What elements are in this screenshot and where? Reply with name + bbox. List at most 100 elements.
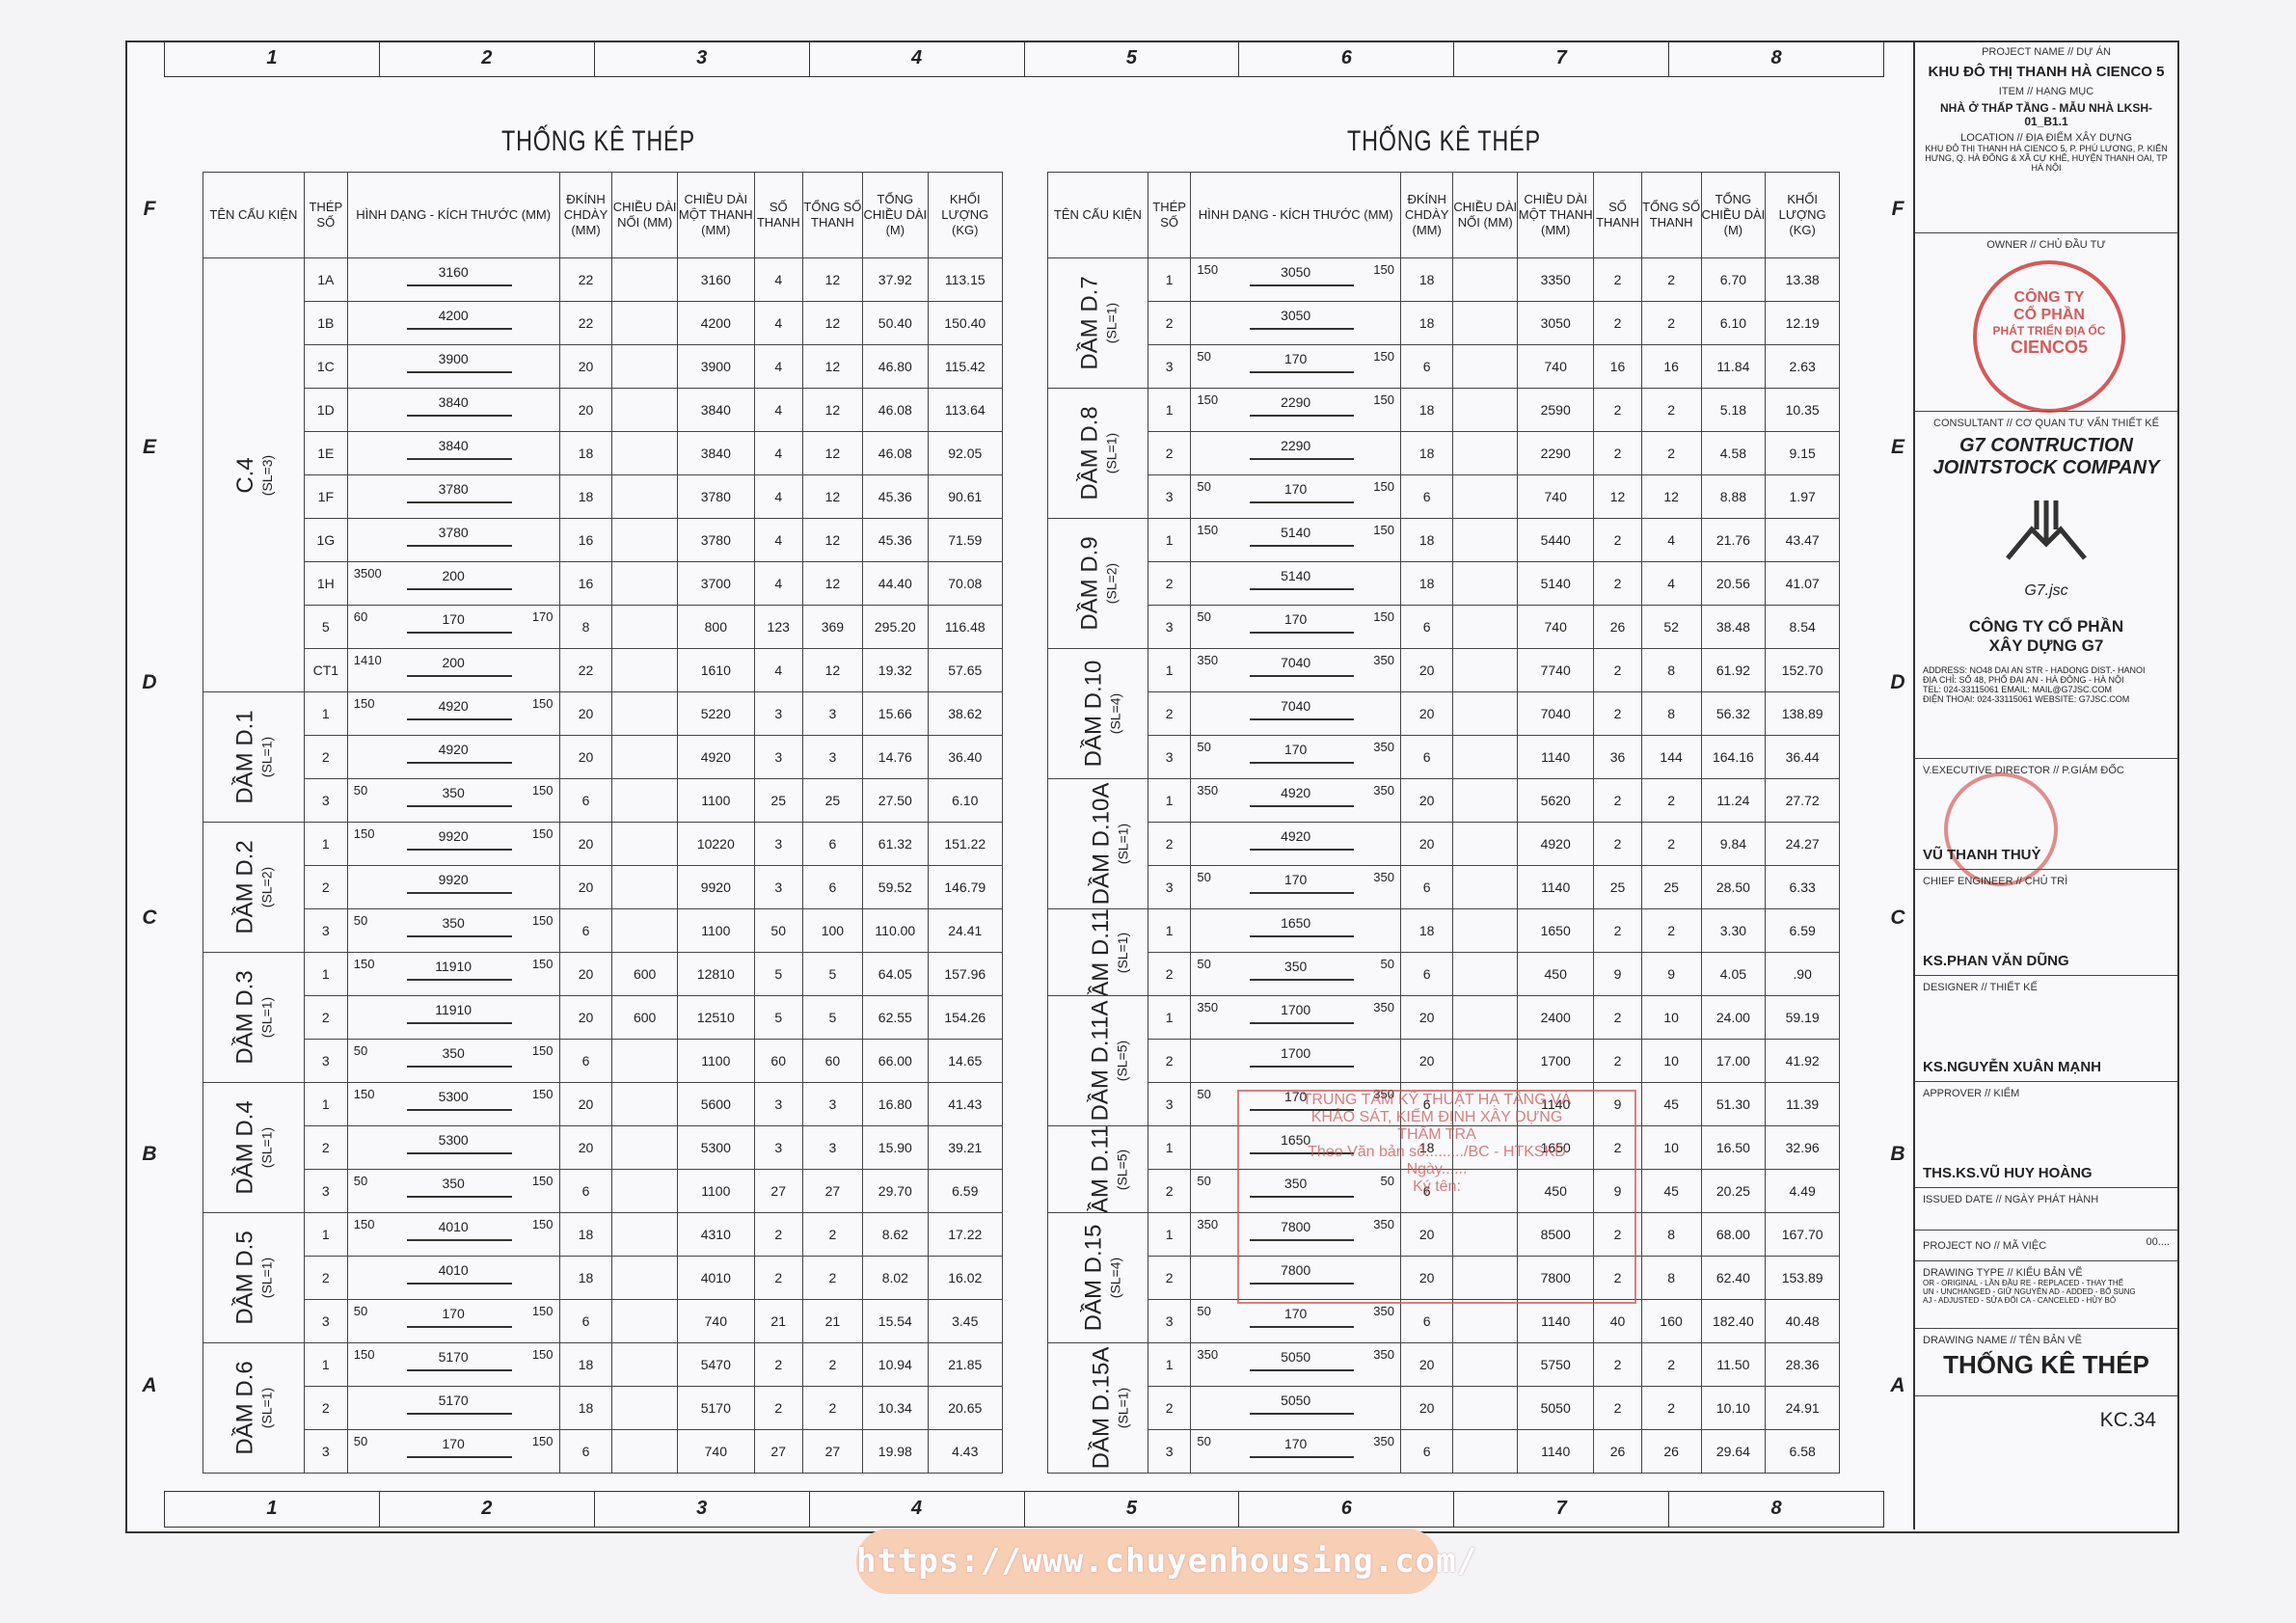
member-name-cell: DẦM D.2 (SL=2) xyxy=(203,822,305,953)
project-name: KHU ĐÔ THỊ THANH HÀ CIENCO 5 xyxy=(1928,64,2165,80)
shape-dimension: 150 xyxy=(531,1174,554,1188)
table-cell: 5140 xyxy=(1517,561,1595,606)
bar-mark: 1C xyxy=(303,344,348,389)
table-cell: 26 xyxy=(1593,1429,1642,1474)
table-cell: 59.19 xyxy=(1765,995,1840,1040)
shape-dimension: 11910 xyxy=(435,959,473,974)
table-cell: 13.38 xyxy=(1765,257,1840,302)
shape-dimension: 150 xyxy=(353,957,375,971)
shape-dimension: 170 xyxy=(1283,1089,1308,1104)
shape-dimension: 350 xyxy=(1373,870,1394,884)
table-cell: 20 xyxy=(1399,778,1454,823)
website-watermark[interactable]: https://www.chuyenhousing.com/ xyxy=(856,1528,1476,1594)
table-row: CT1 200 1410 22 1610 4 12 19.32 57.65 xyxy=(203,648,1004,692)
member-name-cell: DẦM D.15A (SL=1) xyxy=(1047,1342,1148,1474)
bar-shape: 200 1410 xyxy=(346,648,560,692)
table-row: DẦM D.5 (SL=1) 1 4010 150 150 18 4310 2 2 8.62 17.2… xyxy=(203,1212,1004,1343)
shape-dimension: 50 xyxy=(1380,1174,1394,1188)
table-cell: 2 xyxy=(1593,561,1642,606)
table-row: 2 5300 20 5300 3 3 15.90 39.21 xyxy=(203,1125,1004,1170)
table-cell: 2 xyxy=(801,1256,864,1300)
table-cell: 5220 xyxy=(676,691,755,736)
bar-mark: 2 xyxy=(303,1386,348,1430)
shape-dimension: 9920 xyxy=(438,828,469,844)
bar-mark: 3 xyxy=(1147,605,1192,649)
table-cell: 6 xyxy=(1399,865,1454,909)
table-row: 3 170 50 150 6 740 27 27 19.98 4.43 xyxy=(203,1429,1004,1474)
table-cell: 4.49 xyxy=(1765,1169,1840,1213)
shape-dimension: 3500 xyxy=(353,566,382,581)
shape-dimension: 7040 xyxy=(1281,698,1311,714)
bar-line xyxy=(407,328,513,330)
shape-dimension: 7040 xyxy=(1281,655,1311,670)
bar-shape: 4010 150 150 xyxy=(346,1212,560,1257)
bar-line xyxy=(1250,1413,1355,1415)
left-steel-schedule: TÊN CẤU KIỆN THÉP SỐ HÌNH DẠNG - KÍCH THƯỚ… xyxy=(203,172,1004,1474)
shape-dimension: 4010 xyxy=(438,1219,469,1234)
table-row: 2 4920 20 4920 2 2 9.84 24.27 xyxy=(1048,822,1840,866)
bar-line xyxy=(1250,1196,1355,1198)
table-cell: 2 xyxy=(1640,1342,1702,1387)
bar-shape: 170 50 150 xyxy=(1190,474,1401,519)
text-line: Theo Văn bản số........./BC - HTKSKĐ xyxy=(1308,1144,1566,1160)
table-row: DẦM D.15A (SL=1) 1 5050 350 350 20 5750 2 2 11.50 2… xyxy=(1047,1342,1840,1474)
table-cell xyxy=(1452,865,1519,909)
bar-line xyxy=(407,501,513,503)
shape-dimension: 350 xyxy=(442,915,465,931)
table-row: 2 5050 20 5050 2 2 10.10 24.91 xyxy=(1048,1386,1840,1430)
table-cell: 6 xyxy=(558,778,613,823)
table-cell: 29.64 xyxy=(1700,1429,1767,1474)
shape-dimension: 50 xyxy=(1197,870,1211,884)
member-name-cell: DẦM D.8 (SL=1) xyxy=(1047,388,1148,519)
table-cell: 6.58 xyxy=(1765,1429,1840,1474)
bar-mark: 2 xyxy=(1147,691,1192,736)
shape-dimension: 150 xyxy=(353,1347,375,1362)
shape-dimension: 5300 xyxy=(438,1089,469,1104)
table-cell: 28.50 xyxy=(1700,865,1767,909)
table-row: DẦM D.11A (SL=5) 1 1700 350 350 20 2400 2 10 24.00… xyxy=(1047,995,1840,1126)
table-cell: 12 xyxy=(801,388,864,432)
table-cell: 9 xyxy=(1640,952,1702,996)
grid-column-label: 5 xyxy=(1025,1492,1240,1527)
shape-dimension: 50 xyxy=(1197,609,1211,624)
bar-line xyxy=(407,979,513,981)
table-cell: 16.02 xyxy=(927,1256,1004,1300)
table-cell: 152.70 xyxy=(1765,648,1840,692)
text-line: UN - UNCHANGED - GIỮ NGUYÊN AD - ADDED -… xyxy=(1923,1287,2136,1296)
table-cell: 46.80 xyxy=(862,344,929,389)
bar-mark: 1G xyxy=(303,518,348,562)
table-cell: 1140 xyxy=(1517,735,1595,779)
shape-dimension: 1650 xyxy=(1281,1132,1311,1148)
approver-name: THS.KS.VŨ HUY HOÀNG xyxy=(1923,1165,2093,1181)
bar-shape: 3840 xyxy=(346,431,560,475)
table-row: 2 2290 18 2290 2 2 4.58 9.15 xyxy=(1048,431,1840,475)
table-cell: 26 xyxy=(1640,1429,1702,1474)
table-cell xyxy=(1452,1429,1519,1474)
grid-column-label: 1 xyxy=(165,1492,380,1527)
column-header: TỔNG CHIỀU DÀI (M) xyxy=(862,172,929,258)
bar-mark: 1 xyxy=(1147,1342,1192,1387)
member-name: DẦM D.11C xyxy=(1088,908,1115,996)
table-cell: 24.91 xyxy=(1765,1386,1840,1430)
table-cell: 60 xyxy=(753,1039,803,1083)
table-cell: 5 xyxy=(801,952,864,996)
table-cell: 25 xyxy=(801,778,864,823)
bar-shape: 5300 xyxy=(346,1125,560,1170)
table-cell: 3 xyxy=(753,1125,803,1170)
table-row: 3 170 50 150 6 740 16 16 11.84 2.63 xyxy=(1048,344,1840,389)
shape-dimension: 50 xyxy=(1380,957,1394,971)
table-cell: 153.89 xyxy=(1765,1256,1840,1300)
bar-shape: 170 50 150 xyxy=(1190,605,1401,649)
title-block: PROJECT NAME // DỰ ÁN KHU ĐÔ THỊ THANH H… xyxy=(1913,41,2177,1529)
table-cell: 4200 xyxy=(676,301,755,345)
grid-column-label: 3 xyxy=(595,1492,810,1527)
table-row: DẦM D.9 (SL=2) 1 5140 150 150 18 5440 2 4 21.76 43.… xyxy=(1047,518,1840,649)
bar-mark: 2 xyxy=(1147,301,1192,345)
shape-dimension: 4920 xyxy=(1281,828,1311,844)
table-row: 1C 3900 20 3900 4 12 46.80 115.42 xyxy=(203,344,1004,389)
shape-dimension: 50 xyxy=(1197,1304,1211,1318)
sheet-number: KC.34 xyxy=(2099,1409,2156,1431)
shape-dimension: 150 xyxy=(531,1217,554,1231)
table-cell: 20.65 xyxy=(927,1386,1004,1430)
grid-row-label: B xyxy=(142,1143,157,1165)
